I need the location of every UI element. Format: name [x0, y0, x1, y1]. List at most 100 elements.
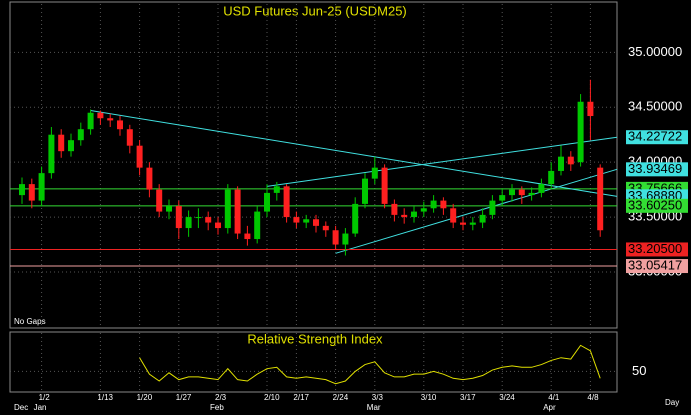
- candle-body: [479, 214, 486, 223]
- rsi-title: Relative Strength Index: [247, 331, 383, 346]
- candle-body: [597, 167, 604, 231]
- candle-body: [166, 206, 172, 212]
- candle-body: [185, 217, 192, 229]
- candle-body: [244, 233, 251, 240]
- candle-body: [224, 189, 231, 229]
- level-box: [626, 242, 688, 257]
- candle-body: [420, 208, 427, 212]
- rsi-line: [139, 344, 601, 385]
- candle-body: [19, 184, 25, 196]
- month-label: Dec: [14, 403, 28, 412]
- candle-body: [460, 222, 466, 225]
- candle-body: [136, 145, 143, 168]
- candle-body: [548, 170, 555, 185]
- candle-body: [371, 167, 378, 179]
- candle-body: [58, 134, 65, 152]
- candle-body: [38, 173, 45, 201]
- note: No Gaps: [14, 317, 46, 326]
- x-tick-label: 3/24: [499, 393, 515, 402]
- trend-line: [266, 136, 618, 187]
- candle-body: [254, 211, 261, 240]
- x-tick-label: 3/10: [421, 393, 437, 402]
- candle-body: [68, 140, 74, 152]
- x-tick-label: 2/10: [264, 393, 280, 402]
- candle-body: [107, 118, 114, 121]
- level-label: 33.93469: [628, 161, 682, 176]
- x-tick-label: 3/3: [372, 393, 384, 402]
- candle-body: [313, 219, 319, 226]
- candle-body: [528, 192, 535, 196]
- y-tick-label: 34.50000: [628, 99, 682, 114]
- level-label: 33.20500: [628, 241, 682, 256]
- x-tick-label: 2/3: [215, 393, 227, 402]
- x-tick-label: 2/24: [333, 393, 349, 402]
- level-label: 33.60250: [628, 197, 682, 212]
- x-tick-label: 3/17: [460, 393, 476, 402]
- candle-body: [587, 101, 594, 117]
- x-tick-label: 1/2: [39, 393, 51, 402]
- level-box: [626, 259, 688, 274]
- candle-body: [391, 203, 398, 215]
- candle-body: [126, 129, 133, 146]
- candle-body: [411, 211, 417, 218]
- rsi-tick-label: 50: [632, 363, 646, 378]
- month-label: Feb: [210, 403, 224, 412]
- price-panel: [9, 1, 618, 329]
- level-box: [626, 130, 688, 145]
- candle-body: [87, 112, 94, 130]
- candle-body: [342, 233, 349, 245]
- candle-body: [352, 203, 359, 234]
- level-label: 33.05417: [628, 257, 682, 272]
- candle-body: [175, 206, 182, 229]
- x-tick-label: 1/13: [97, 393, 113, 402]
- candle-body: [469, 222, 476, 225]
- candle-body: [195, 217, 202, 219]
- x-tick-label: 4/8: [587, 393, 599, 402]
- candle-body: [558, 156, 564, 171]
- candle-body: [518, 189, 525, 196]
- month-label: Apr: [543, 403, 556, 412]
- candle-body: [322, 225, 329, 231]
- candle-body: [234, 189, 241, 234]
- candle-body: [215, 222, 221, 229]
- candle-body: [489, 200, 496, 215]
- y-tick-label: 35.00000: [628, 44, 682, 59]
- candle-body: [264, 192, 270, 212]
- x-tick-label: 1/20: [137, 393, 153, 402]
- candle-body: [430, 200, 437, 209]
- candle-body: [293, 217, 300, 223]
- candle-body: [567, 156, 574, 165]
- level-label: 34.22722: [628, 129, 682, 144]
- trend-line: [90, 110, 618, 197]
- candle-body: [509, 189, 515, 196]
- candle-body: [117, 120, 123, 130]
- trend-line: [335, 168, 618, 254]
- candle-body: [97, 112, 104, 119]
- x-tick-label: 1/27: [176, 393, 192, 402]
- candle-body: [450, 208, 457, 223]
- x-unit: Day: [665, 398, 679, 407]
- candle-body: [48, 134, 55, 174]
- candle-body: [77, 129, 84, 141]
- candle-body: [577, 101, 584, 163]
- candle-body: [499, 195, 506, 201]
- candle-body: [303, 219, 310, 223]
- candle-body: [283, 186, 290, 218]
- candle-body: [362, 178, 368, 204]
- x-tick-label: 4/1: [548, 393, 560, 402]
- candle-body: [440, 200, 447, 209]
- candle-body: [273, 186, 280, 193]
- level-box: [626, 162, 688, 177]
- candle-body: [332, 230, 339, 245]
- candle-body: [28, 184, 35, 201]
- candle-body: [146, 167, 153, 190]
- candle-body: [401, 214, 408, 218]
- candle-body: [205, 217, 212, 223]
- rsi-panel: [9, 331, 618, 393]
- candle-body: [381, 167, 388, 204]
- x-tick-label: 2/17: [293, 393, 309, 402]
- chart-title: USD Futures Jun-25 (USDM25): [223, 3, 407, 18]
- candle-body: [156, 189, 163, 212]
- month-label: Jan: [34, 403, 47, 412]
